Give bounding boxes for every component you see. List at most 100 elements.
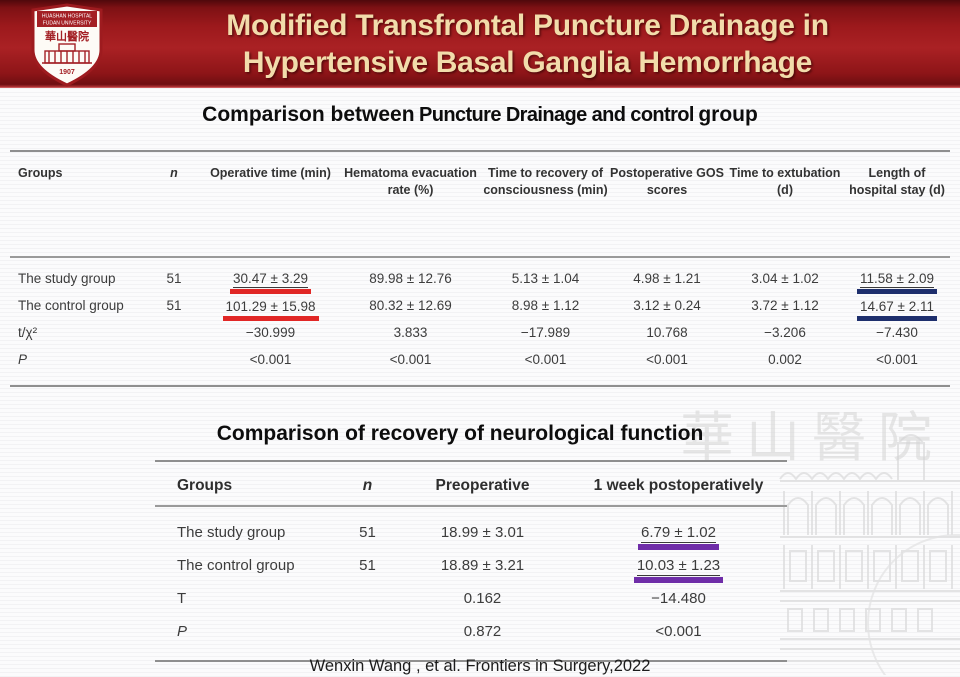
table-cell: 11.58 ± 2.09 [844,265,950,294]
table-cell: −14.480 [651,590,706,607]
table-cell: −7.430 [876,325,918,340]
neurological-function-table: Groups n Preoperative 1 week postoperati… [155,460,787,662]
table-cell: T [177,590,187,607]
table1-title-part3: group [698,103,758,126]
table-cell: 3.833 [393,325,428,340]
table-cell: 3.12 ± 0.24 [633,298,701,313]
table-cell: The control group [18,298,124,313]
table1-title: Comparison between Puncture Drainage and… [0,103,960,127]
table-cell: −17.989 [520,325,571,340]
column-header: Operative time (min) [210,166,331,180]
table-cell: 18.89 ± 3.21 [440,557,525,574]
slide-title-line2: Hypertensive Basal Ganglia Hemorrhage [242,46,813,79]
table-cell: 0.162 [463,590,502,607]
table-cell: 0.872 [463,623,502,640]
table-cell: 10.03 ± 1.23 [570,549,787,583]
slide-title-line1: Modified Transfrontal Puncture Drainage … [226,9,829,42]
table-cell: −3.206 [764,325,806,340]
column-header: Hematoma evacuation rate (%) [344,166,477,197]
table-cell: P [177,623,188,640]
table-cell: 51 [166,271,182,286]
table-cell: 10.768 [646,325,688,340]
column-header: n [170,166,178,180]
column-header: n [362,477,373,494]
table-cell: 18.99 ± 3.01 [440,524,525,541]
annotated-value-red: 30.47 ± 3.29 [230,270,311,294]
column-header: 1 week postoperatively [593,477,764,494]
table-cell: The study group [177,524,286,541]
outcomes-table: Groups n Operative time (min) Hematoma e… [10,150,950,387]
slide-title: Modified Transfrontal Puncture Drainage … [0,0,960,81]
logo-hospital-name: HUASHAN HOSPITAL [42,14,92,20]
annotated-value-purple: 10.03 ± 1.23 [633,556,724,583]
table-row: The study group 51 30.47 ± 3.29 89.98 ± … [10,265,950,294]
table-header-row: Groups n Operative time (min) Hematoma e… [10,150,950,258]
table-cell: 5.13 ± 1.04 [511,271,580,286]
column-header: Time to extubation (d) [729,166,841,197]
column-header: Preoperative [435,477,530,494]
table-cell: 51 [359,557,376,574]
table-cell: <0.001 [876,352,918,367]
table-cell: 30.47 ± 3.29 [203,265,338,294]
table-cell: t/χ² [18,325,38,340]
table-cell: The study group [18,271,116,286]
table-cell: 80.32 ± 12.69 [369,298,452,313]
table-cell: 3.72 ± 1.12 [751,298,819,313]
table-row: P <0.001 <0.001 <0.001 <0.001 0.002 <0.0… [10,346,950,373]
table-cell: 3.04 ± 1.02 [751,271,819,286]
column-header: Groups [177,477,233,494]
hospital-watermark-text: 華山醫院 [680,406,944,469]
table-row: The study group 51 18.99 ± 3.01 6.79 ± 1… [155,516,787,550]
table-row: The control group 51 18.89 ± 3.21 10.03 … [155,549,787,583]
table-cell [340,615,395,648]
table-cell: 4.98 ± 1.21 [633,271,701,286]
table-cell: The control group [177,557,295,574]
table-cell: −30.999 [245,325,296,340]
table-cell: 8.98 ± 1.12 [511,298,580,313]
table-cell: <0.001 [655,623,702,640]
annotated-value-navy: 14.67 ± 2.11 [857,298,937,321]
table-cell: 51 [359,524,376,541]
logo-university-name: FUDAN UNIVERSITY [43,21,92,27]
table-cell: 6.79 ± 1.02 [570,516,787,550]
hospital-building-watermark [779,434,960,675]
column-header: Length of hospital stay (d) [849,166,945,197]
annotated-value-navy: 11.58 ± 2.09 [857,270,937,294]
column-header: Time to recovery of consciousness (min) [483,166,608,197]
table-body: The study group 51 18.99 ± 3.01 6.79 ± 1… [155,507,787,662]
table2-title: Comparison of recovery of neurological f… [216,422,704,445]
logo-year: 1907 [59,69,75,76]
hospital-logo: HUASHAN HOSPITAL FUDAN UNIVERSITY 華山醫院 1… [31,3,103,87]
logo-chinese-name: 華山醫院 [45,29,89,43]
table-cell: <0.001 [389,352,432,367]
table-row: T 0.162 −14.480 [155,582,787,615]
table-cell [145,319,203,346]
annotated-value-red: 101.29 ± 15.98 [222,298,319,321]
table1-title-part1: Comparison between [202,103,415,126]
column-header: Postoperative GOS scores [610,166,724,197]
table-cell [340,582,395,615]
logo-building-icon [42,43,92,64]
table-cell: <0.001 [524,352,567,367]
annotated-value-purple: 6.79 ± 1.02 [638,523,719,550]
citation: Wenxin Wang , et al. Frontiers in Surger… [309,657,651,675]
table-row: The control group 51 101.29 ± 15.98 80.3… [10,292,950,321]
table-row: P 0.872 <0.001 [155,615,787,648]
table1-title-part2: Puncture Drainage and control [419,104,694,126]
table-cell: 51 [166,298,182,313]
table-body: The study group 51 30.47 ± 3.29 89.98 ± … [10,258,950,387]
table-header-row: Groups n Preoperative 1 week postoperati… [155,460,787,507]
table-cell: <0.001 [249,352,292,367]
column-header: Groups [18,166,63,180]
table-cell: 14.67 ± 2.11 [844,292,950,321]
table-cell: 0.002 [768,352,802,367]
table-cell: 89.98 ± 12.76 [369,271,452,286]
header-banner: Modified Transfrontal Puncture Drainage … [0,0,960,88]
logo-band [37,11,97,27]
table-cell: P [18,352,28,367]
table-cell [145,346,203,373]
table-cell: 101.29 ± 15.98 [203,292,338,321]
table-cell: <0.001 [646,352,688,367]
table-row: t/χ² −30.999 3.833 −17.989 10.768 −3.206… [10,319,950,346]
